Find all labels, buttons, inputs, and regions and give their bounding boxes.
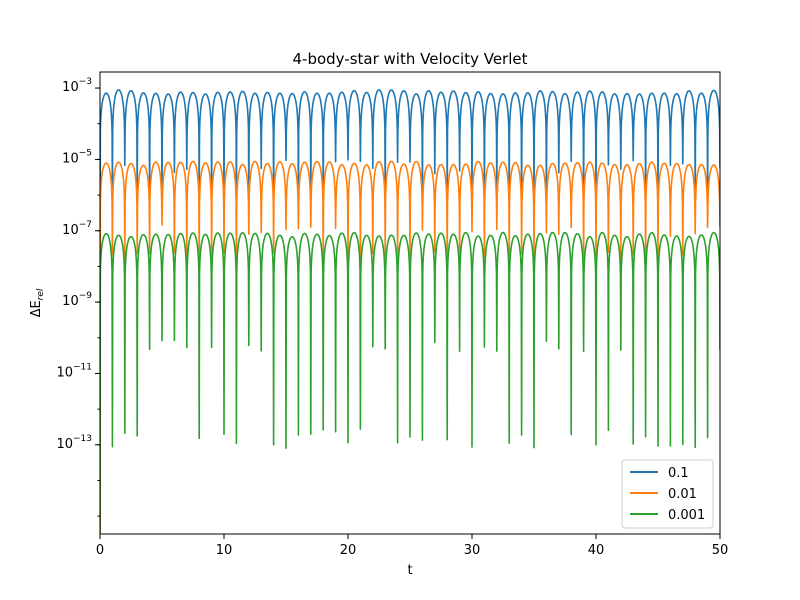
y-tick-label: 10−5 (62, 148, 92, 166)
plot-frame (99, 71, 721, 535)
x-tick-label: 40 (588, 543, 605, 558)
series-layer (100, 89, 720, 534)
x-tick-label: 10 (216, 543, 233, 558)
legend-label: 0.1 (668, 466, 689, 481)
x-tick-label: 0 (96, 543, 104, 558)
x-tick-label: 50 (712, 543, 729, 558)
y-tick-label: 10−7 (62, 220, 92, 238)
series-line-1 (100, 160, 720, 534)
y-axis-label: ΔErel (29, 288, 46, 317)
series-line-0 (100, 89, 720, 534)
y-tick-label: 10−11 (56, 362, 92, 380)
x-axis: 0 10 20 30 40 50 (96, 534, 728, 558)
svg-text:ΔErel: ΔErel (29, 288, 46, 317)
series-line-2 (100, 231, 720, 534)
x-axis-label: t (407, 563, 412, 578)
y-axis: 10−13 10−11 10−9 10−7 10−5 10−3 (56, 77, 100, 517)
y-tick-label: 10−3 (62, 77, 92, 95)
legend: 0.1 0.01 0.001 (621, 459, 714, 529)
legend-label: 0.01 (668, 487, 697, 502)
y-tick-label: 10−9 (62, 291, 92, 309)
y-tick-label: 10−13 (56, 434, 92, 452)
x-tick-label: 20 (340, 543, 357, 558)
legend-label: 0.001 (668, 508, 705, 523)
legend-box (621, 459, 714, 529)
chart-title: 4-body-star with Velocity Verlet (293, 50, 528, 68)
x-tick-label: 30 (464, 543, 481, 558)
